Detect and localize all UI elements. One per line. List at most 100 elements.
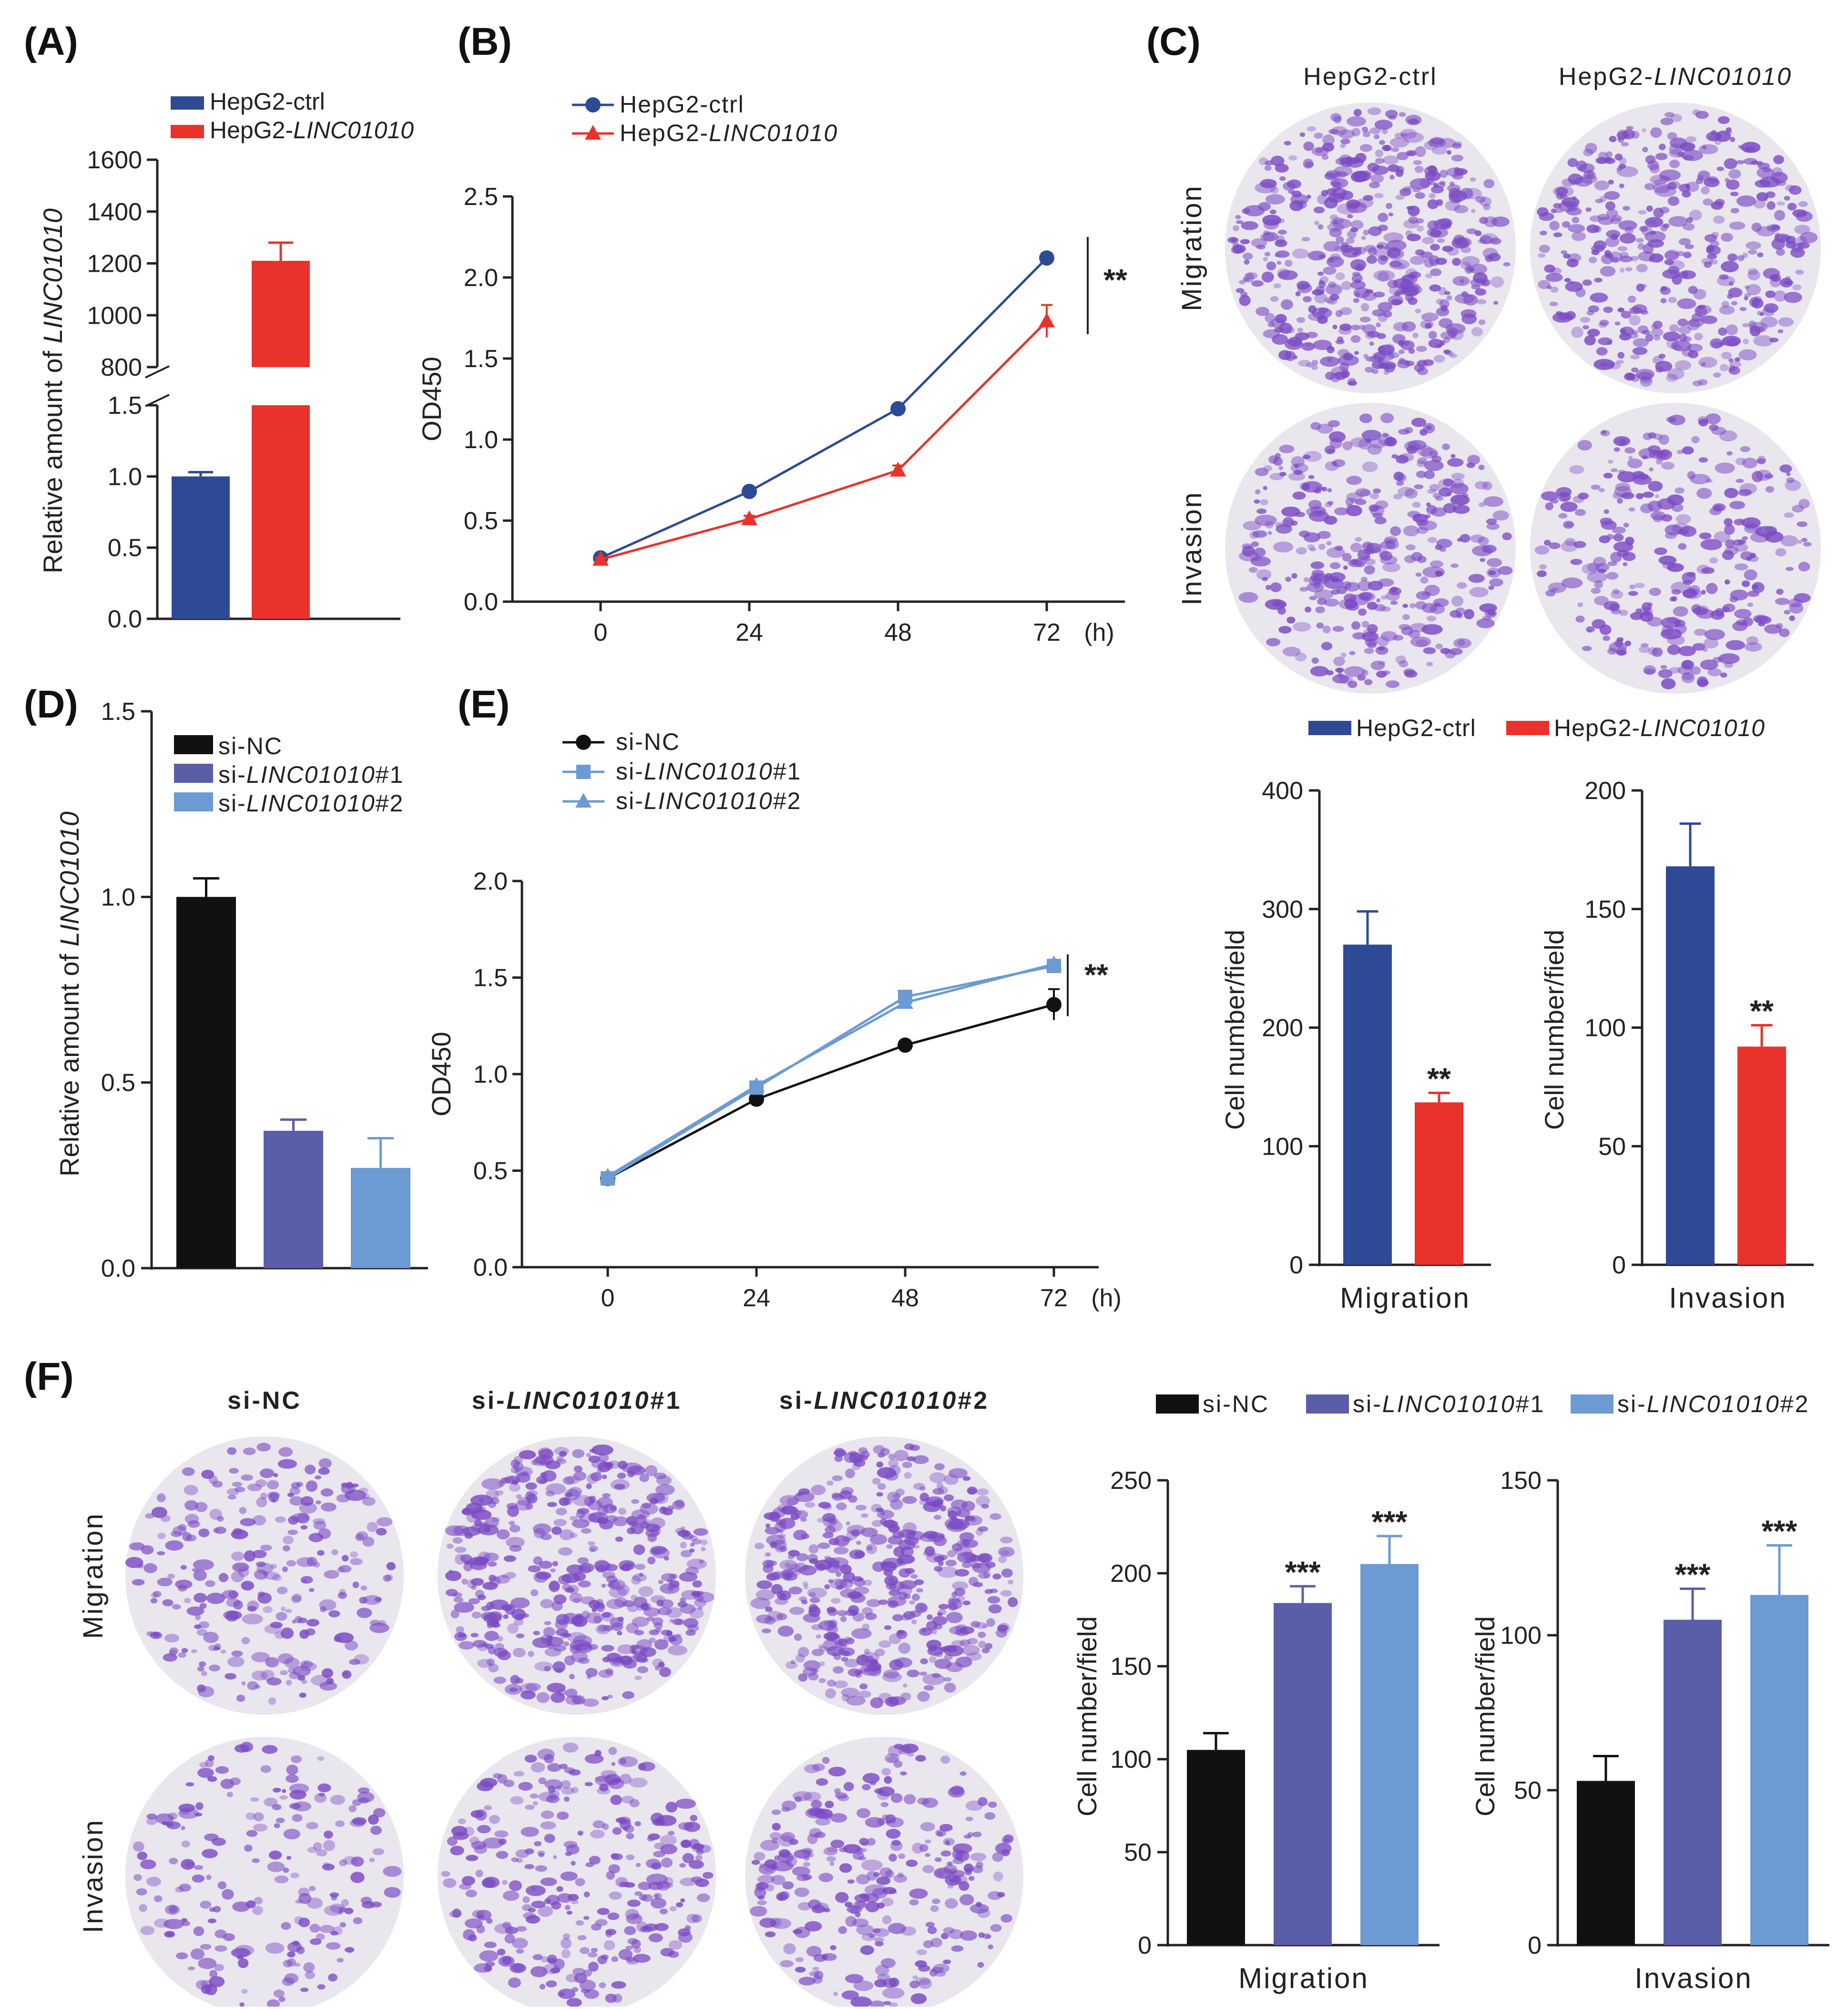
stained-cell — [862, 1784, 871, 1791]
y-tick-label: 1.0 — [108, 463, 142, 491]
stained-cell — [888, 1458, 898, 1468]
stained-cell — [1648, 257, 1654, 262]
stained-cell — [1340, 652, 1347, 658]
stained-cell — [1264, 252, 1271, 256]
stained-cell — [544, 1779, 563, 1790]
stained-cell — [1261, 271, 1274, 283]
stained-cell — [589, 1855, 601, 1865]
stained-cell — [1642, 147, 1648, 153]
stained-cell — [961, 1645, 980, 1656]
stained-cell — [792, 1866, 810, 1876]
stained-cell — [797, 1902, 812, 1911]
stained-cell — [524, 1754, 537, 1763]
stained-cell — [867, 1871, 878, 1881]
stained-cell — [1616, 359, 1624, 364]
stained-cell — [872, 1928, 881, 1933]
text-part: #1 — [1516, 1391, 1545, 1417]
stained-cell — [1671, 340, 1692, 351]
stained-cell — [917, 1691, 930, 1702]
stained-cell — [1765, 290, 1776, 298]
stained-cell — [1686, 587, 1695, 594]
stained-cell — [844, 1659, 859, 1668]
stained-cell — [1474, 481, 1488, 490]
stained-cell — [1591, 484, 1601, 490]
stained-cell — [1241, 221, 1258, 230]
stained-cell — [1255, 514, 1277, 526]
stained-cell — [1470, 534, 1484, 543]
stained-cell — [1402, 614, 1410, 620]
stained-cell — [819, 1661, 825, 1667]
stained-cell — [888, 1524, 900, 1533]
stained-cell — [1376, 598, 1381, 603]
stained-cell — [888, 1854, 897, 1862]
stained-cell — [1270, 296, 1279, 302]
stained-cell — [526, 1490, 538, 1496]
stained-cell — [1373, 134, 1380, 139]
stained-cell — [544, 1834, 555, 1843]
stained-cell — [1539, 564, 1547, 570]
bar-HepG2-ctrl — [172, 476, 230, 619]
stained-cell — [187, 1520, 200, 1528]
stained-cell — [301, 1680, 307, 1684]
gene-name-italic: LINC01010 — [1647, 1391, 1780, 1417]
stained-cell — [1566, 204, 1576, 209]
stained-cell — [298, 1887, 310, 1897]
stained-cell — [885, 1814, 896, 1824]
stained-cell — [1296, 317, 1306, 323]
stained-cell — [1738, 144, 1744, 149]
stained-cell — [1361, 621, 1369, 628]
stained-cell — [903, 1794, 916, 1804]
stained-cell — [1287, 179, 1302, 189]
stained-cell — [1672, 596, 1677, 602]
stained-cell — [660, 1844, 678, 1855]
stained-cell — [1460, 187, 1473, 199]
stained-cell — [1284, 141, 1291, 146]
stained-cell — [1264, 165, 1272, 171]
stained-cell — [1618, 220, 1637, 231]
stained-cell — [889, 1820, 896, 1824]
stained-cell — [807, 1834, 818, 1845]
stained-cell — [1416, 226, 1424, 232]
stained-cell — [1001, 1550, 1010, 1555]
stained-cell — [852, 1612, 865, 1622]
stained-cell — [1429, 560, 1444, 568]
stained-cell — [947, 1506, 962, 1517]
stained-cell — [1350, 498, 1357, 503]
stained-cell — [834, 1653, 841, 1660]
stained-cell — [505, 1572, 516, 1579]
stained-cell — [1625, 536, 1634, 545]
stained-cell — [1603, 472, 1613, 479]
stained-cell — [178, 1808, 199, 1819]
stained-cell — [1632, 347, 1648, 355]
stained-cell — [1243, 253, 1253, 260]
stained-cell — [338, 1906, 347, 1913]
stained-cell — [672, 1618, 683, 1625]
stained-cell — [1433, 355, 1445, 363]
stained-cell — [532, 1954, 543, 1960]
stained-cell — [1764, 303, 1778, 313]
stained-cell — [1636, 283, 1645, 292]
stained-cell — [1310, 422, 1321, 430]
stained-cell — [846, 1637, 855, 1645]
stained-cell — [1715, 199, 1725, 206]
stained-cell — [194, 1593, 207, 1603]
stained-cell — [214, 1964, 224, 1971]
stained-cell — [629, 1799, 640, 1808]
stained-cell — [254, 1569, 268, 1580]
stained-cell — [247, 1483, 262, 1491]
stained-cell — [330, 1930, 338, 1936]
stained-cell — [855, 1505, 867, 1511]
stained-cell — [511, 1937, 528, 1949]
stained-cell — [839, 1847, 848, 1853]
stained-cell — [1701, 567, 1715, 574]
stained-cell — [855, 1911, 861, 1917]
y-tick-label: 0.0 — [464, 588, 498, 616]
stained-cell — [1377, 271, 1389, 282]
stained-cell — [1718, 116, 1730, 124]
stained-cell — [1759, 312, 1764, 317]
bar-HepG2-LINC01010 — [1415, 1102, 1463, 1265]
stained-cell — [631, 1939, 641, 1948]
stained-cell — [572, 1968, 585, 1976]
stained-cell — [203, 1631, 219, 1643]
stained-cell — [1622, 552, 1636, 561]
